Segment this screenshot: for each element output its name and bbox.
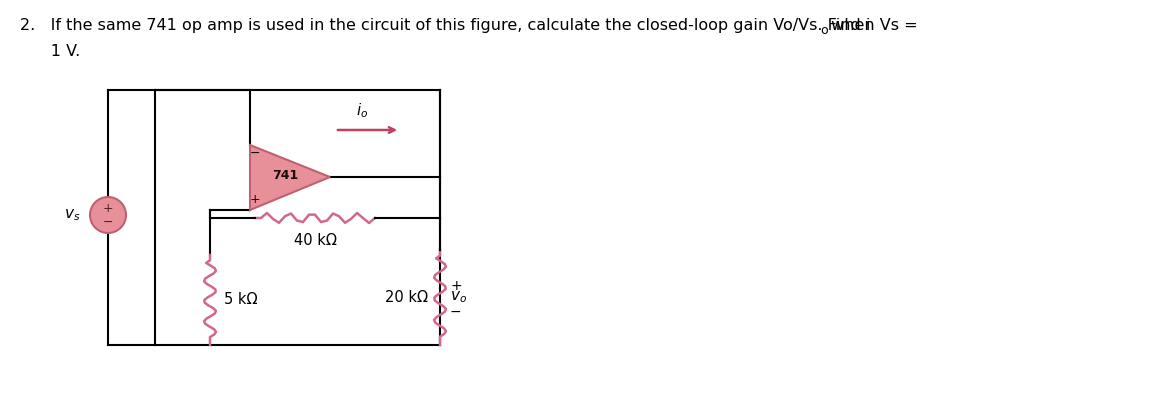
Text: +: + [250,193,260,206]
Text: $v_s$: $v_s$ [63,207,80,223]
Text: $v_o$: $v_o$ [450,290,467,305]
Text: $i_o$: $i_o$ [357,101,368,120]
Text: +: + [450,279,462,292]
Text: 5 kΩ: 5 kΩ [224,292,258,308]
Text: −: − [450,304,462,318]
Text: −: − [250,147,260,160]
Circle shape [90,197,126,233]
Text: when Vs =: when Vs = [826,18,917,33]
Polygon shape [250,145,330,210]
Text: 741: 741 [272,169,298,182]
Text: 1 V.: 1 V. [20,44,80,59]
Text: 20 kΩ: 20 kΩ [385,290,428,305]
Text: 40 kΩ: 40 kΩ [293,233,337,248]
Text: o: o [820,24,828,37]
Text: −: − [103,215,114,229]
Text: 2.   If the same 741 op amp is used in the circuit of this figure, calculate the: 2. If the same 741 op amp is used in the… [20,18,870,33]
Text: +: + [103,201,114,215]
